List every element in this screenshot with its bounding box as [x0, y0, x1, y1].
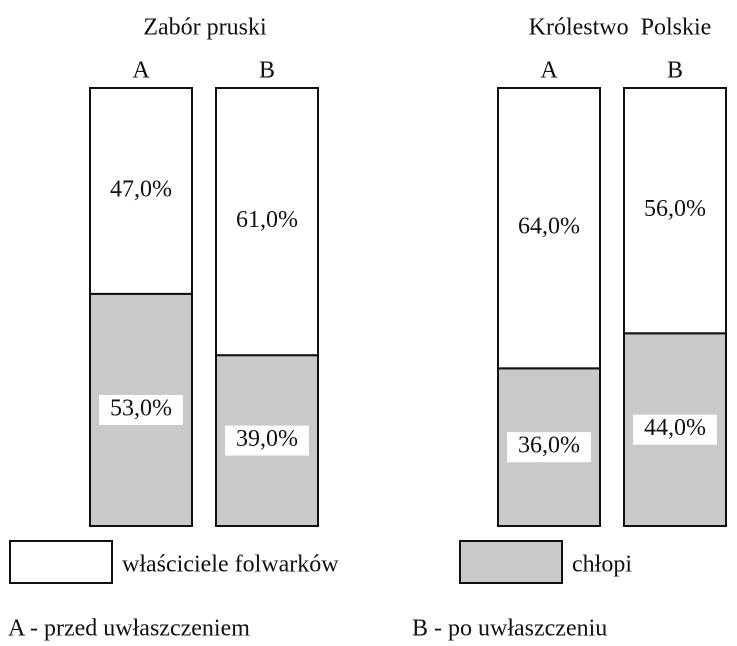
label-background	[633, 414, 717, 445]
category-label: A	[540, 58, 558, 84]
value-label: 39,0%	[236, 426, 298, 452]
bar-segment	[215, 87, 319, 357]
group-title: Królestwo Polskie	[529, 15, 712, 41]
value-label: 36,0%	[518, 433, 580, 459]
category-label: B	[259, 58, 275, 84]
legend-label: właściciele folwarków	[122, 552, 339, 578]
note: B - po uwłaszczeniu	[412, 616, 607, 642]
legend-swatch	[9, 540, 113, 584]
value-label: 44,0%	[644, 415, 706, 441]
label-background	[99, 394, 183, 425]
category-label: A	[132, 58, 150, 84]
legend-swatch	[459, 540, 563, 584]
label-background	[507, 432, 591, 463]
label-background	[225, 425, 309, 456]
category-label: B	[667, 58, 683, 84]
group-title: Zabór pruski	[143, 15, 267, 41]
value-label: 61,0%	[236, 207, 298, 233]
value-label: 64,0%	[518, 214, 580, 240]
bar-segment	[89, 87, 193, 295]
note: A - przed uwłaszczeniem	[8, 616, 250, 642]
value-label: 56,0%	[644, 196, 706, 222]
bar-segment	[497, 87, 601, 370]
value-label: 47,0%	[110, 176, 172, 202]
bar-segment	[623, 87, 727, 335]
legend-label: chłopi	[572, 552, 632, 578]
value-label: 53,0%	[110, 395, 172, 421]
